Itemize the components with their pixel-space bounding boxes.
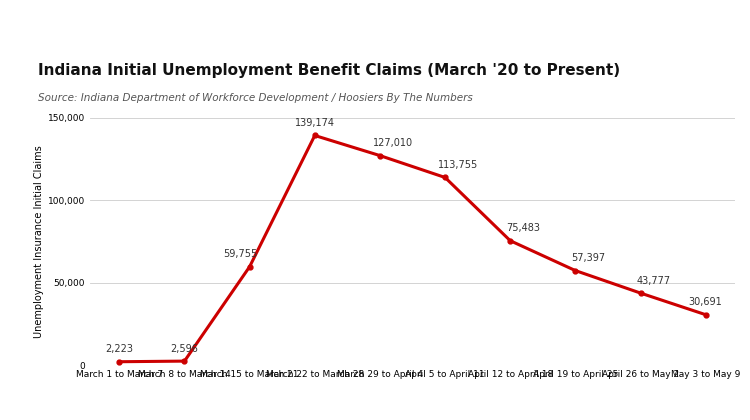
Text: 2,596: 2,596 xyxy=(170,344,199,354)
Text: 2,223: 2,223 xyxy=(105,344,134,354)
Text: 113,755: 113,755 xyxy=(438,160,479,170)
Text: Indiana Initial Unemployment Benefit Claims (March '20 to Present): Indiana Initial Unemployment Benefit Cla… xyxy=(38,63,620,78)
Text: Source: Indiana Department of Workforce Development / Hoosiers By The Numbers: Source: Indiana Department of Workforce … xyxy=(38,93,473,103)
Text: 30,691: 30,691 xyxy=(688,297,722,307)
Text: 127,010: 127,010 xyxy=(373,138,413,148)
Text: 75,483: 75,483 xyxy=(506,223,540,233)
Text: 57,397: 57,397 xyxy=(572,253,605,263)
Y-axis label: Unemployment Insurance Initial Claims: Unemployment Insurance Initial Claims xyxy=(34,145,44,338)
Text: 59,755: 59,755 xyxy=(223,249,257,259)
Text: 43,777: 43,777 xyxy=(637,276,670,286)
Text: 139,174: 139,174 xyxy=(295,118,334,128)
